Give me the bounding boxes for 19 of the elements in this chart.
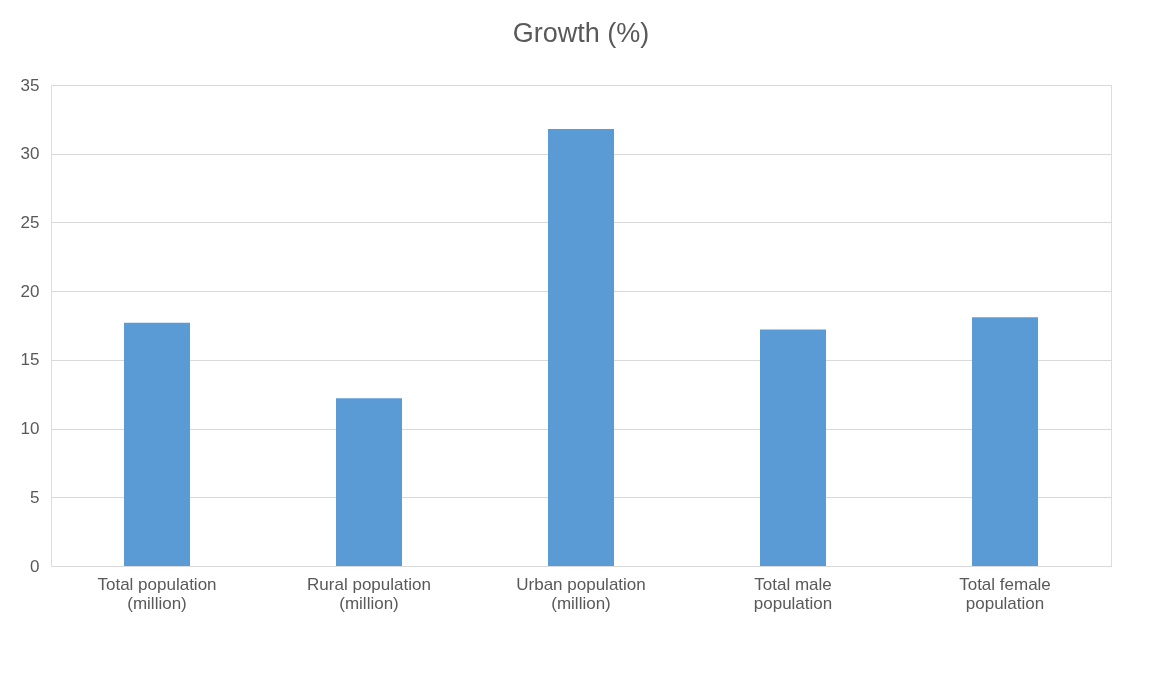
x-tick-label: Total female population xyxy=(959,574,1051,613)
y-tick-label: 5 xyxy=(30,487,40,507)
y-tick-label: 10 xyxy=(20,419,40,439)
x-tick-label: Total population (million) xyxy=(97,574,217,613)
bar xyxy=(760,329,826,566)
y-tick-label: 20 xyxy=(20,281,40,301)
y-tick-label: 0 xyxy=(30,556,40,576)
bar xyxy=(972,317,1038,566)
y-tick-label: 25 xyxy=(20,212,40,232)
x-tick-label: Rural population (million) xyxy=(307,574,431,613)
y-tick-label: 30 xyxy=(20,144,40,164)
bar xyxy=(336,398,402,566)
bar xyxy=(548,128,614,566)
x-tick-label: Urban population (million) xyxy=(516,574,646,613)
y-tick-label: 35 xyxy=(20,75,40,95)
bar xyxy=(124,322,190,566)
chart-title: Growth (%) xyxy=(512,18,650,48)
y-tick-label: 15 xyxy=(20,350,40,370)
x-tick-label: Total male population xyxy=(753,574,833,613)
